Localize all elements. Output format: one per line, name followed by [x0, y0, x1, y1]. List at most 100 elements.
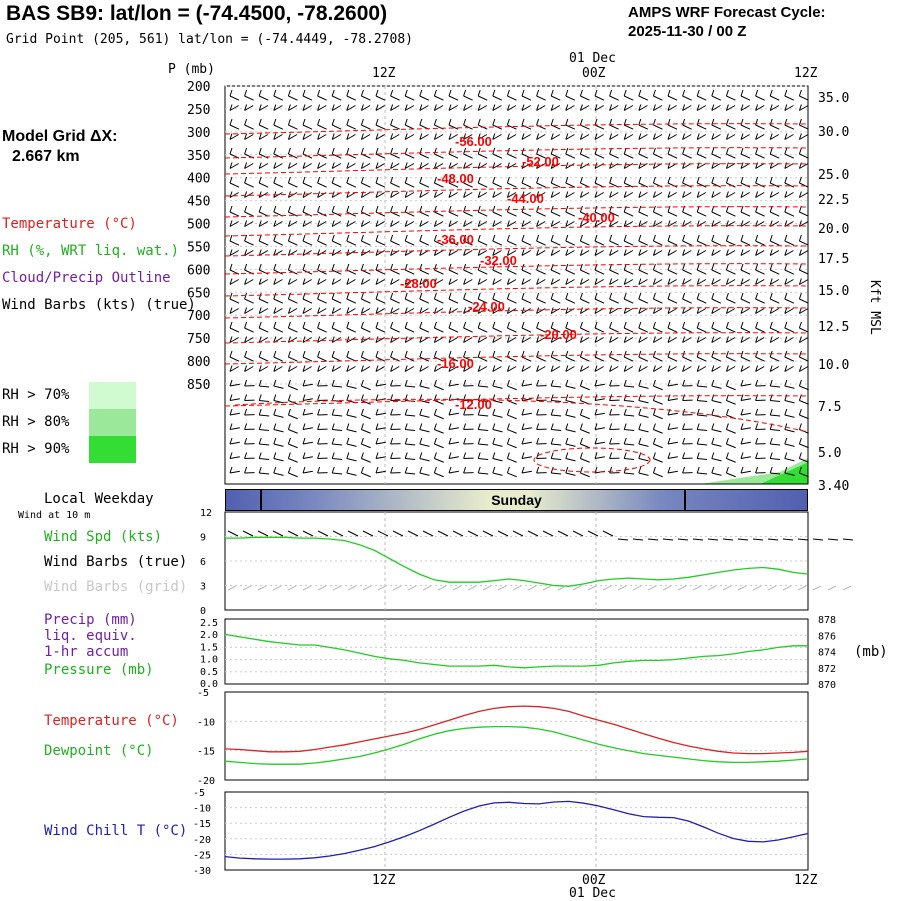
sounding-wind-barb [288, 351, 297, 361]
barb-flag [361, 293, 363, 299]
sounding-wind-barb [668, 366, 677, 372]
barb-flag [434, 322, 436, 328]
sounding-wind-barb [697, 351, 706, 361]
sounding-wind-barb [493, 438, 503, 446]
sounding-wind-barb [537, 119, 546, 129]
barb-shaft [259, 299, 268, 303]
barb-shaft [318, 299, 327, 303]
sounding-wind-barb [726, 192, 735, 198]
sounding-wind-barb [668, 453, 678, 459]
barb-flag [274, 206, 276, 212]
wind-barb-true [288, 531, 298, 536]
sounding-wind-barb [464, 337, 473, 343]
barb-flag [741, 453, 743, 459]
barb-flag [653, 293, 655, 299]
sounding-wind-barb [361, 351, 370, 361]
barb-flag [668, 177, 670, 183]
sounding-wind-barb [274, 105, 283, 111]
sounding-wind-barb [624, 105, 633, 111]
barb-flag [566, 148, 568, 154]
barb-shaft [434, 473, 443, 477]
barb-flag [449, 409, 451, 415]
barb-shaft [683, 125, 692, 129]
sounding-wind-barb [595, 409, 605, 415]
barb-shaft [522, 384, 532, 386]
barb-flag [420, 206, 422, 212]
barb-shaft [639, 96, 648, 100]
sounding-wind-barb [420, 409, 430, 417]
sounding-wind-barb [551, 235, 560, 245]
barb-flag [347, 177, 349, 183]
barb-flag [274, 177, 276, 183]
barb-flag [318, 206, 320, 212]
sounding-wind-barb [522, 453, 532, 459]
barb-flag [464, 467, 466, 473]
sounding-wind-barb [259, 279, 268, 285]
sounding-wind-barb [449, 453, 459, 459]
barb-flag [434, 293, 436, 299]
sounding-wind-barb [420, 177, 429, 187]
wind-barb-grid [798, 586, 806, 590]
barb-flag [347, 395, 349, 401]
barb-flag [726, 119, 728, 125]
barb-flag [347, 235, 349, 241]
sounding-wind-barb [668, 293, 677, 303]
barb-flag [726, 409, 728, 415]
sounding-wind-barb [610, 337, 619, 343]
barb-shaft [318, 328, 327, 332]
sounding-wind-barb [259, 395, 269, 402]
sounding-wind-barb [785, 337, 794, 343]
barb-shaft [405, 386, 415, 387]
barb-shaft [493, 270, 502, 274]
sounding-wind-barb [683, 351, 692, 361]
sounding-wind-barb [756, 322, 765, 332]
barb-flag [361, 409, 363, 415]
barb-shaft [434, 401, 443, 405]
wind-barb-grid [828, 586, 836, 590]
barb-flag [245, 409, 247, 415]
sounding-wind-barb [785, 105, 794, 111]
barb-shaft [420, 459, 430, 461]
sounding-wind-barb [668, 351, 677, 361]
barb-shaft [230, 442, 240, 444]
barb-shaft [230, 183, 239, 187]
sounding-wind-barb [639, 90, 648, 100]
sounding-wind-barb [303, 119, 312, 129]
wind-barb-true [273, 531, 283, 536]
wind-barb-true [693, 539, 703, 540]
sounding-wind-barb [259, 90, 268, 100]
barb-flag [434, 424, 436, 430]
barb-shaft [610, 299, 619, 303]
sounding-wind-barb [288, 134, 297, 140]
barb-flag [580, 235, 582, 241]
barb-shaft [288, 357, 297, 361]
sounding-wind-barb [230, 293, 239, 303]
sounding-wind-barb [610, 235, 619, 245]
wind-barb-true [228, 531, 238, 536]
sounding-wind-barb [741, 279, 750, 285]
sounding-wind-barb [537, 134, 546, 140]
barb-shaft [799, 270, 808, 274]
sounding-wind-barb [230, 119, 239, 129]
barb-shaft [420, 386, 430, 388]
barb-shaft [478, 328, 487, 332]
sounding-wind-barb [303, 293, 312, 303]
barb-shaft [624, 473, 634, 474]
barb-flag [478, 235, 480, 241]
sounding-wind-barb [318, 119, 327, 129]
barb-shaft [522, 399, 532, 401]
barb-shaft [245, 299, 254, 303]
barb-flag [420, 322, 422, 328]
wind-barb-grid [633, 586, 641, 590]
barb-flag [493, 453, 495, 459]
barb-shaft [712, 96, 721, 100]
barb-flag [712, 90, 714, 96]
sounding-wind-barb [522, 467, 532, 473]
sounding-wind-barb [361, 438, 370, 448]
barb-flag [566, 438, 568, 444]
wind-barb-true [483, 531, 493, 536]
barb-flag [303, 322, 305, 328]
barb-flag [507, 424, 509, 430]
barb-shaft [507, 270, 516, 274]
barb-flag [653, 467, 655, 473]
